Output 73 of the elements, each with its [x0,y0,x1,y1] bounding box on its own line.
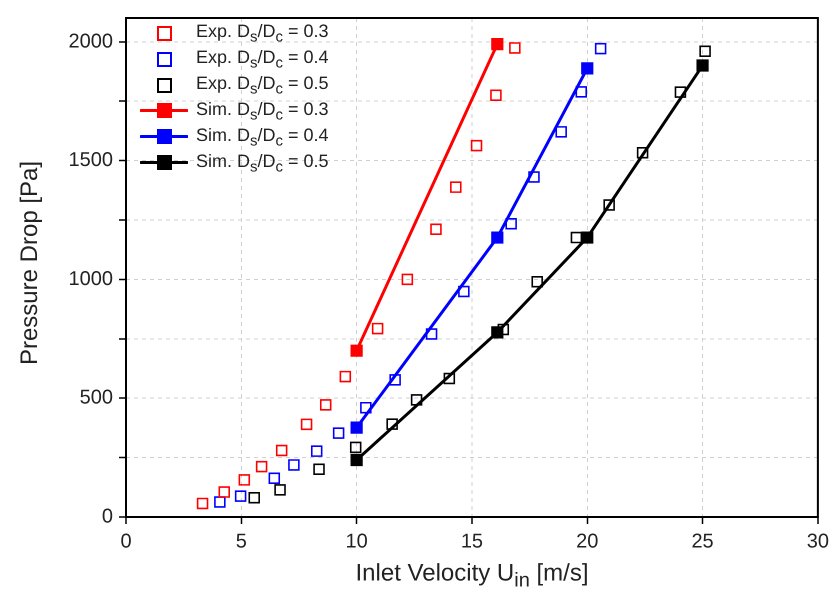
point [674,86,686,98]
point [350,422,363,434]
point [332,427,344,439]
x-tick-label: 5 [236,530,247,553]
point [256,460,268,472]
point [603,199,615,211]
point [234,490,246,502]
point [505,218,517,230]
point [531,276,543,288]
point [218,486,230,498]
point [498,324,510,336]
point [268,472,280,484]
point [310,445,322,457]
point [196,498,208,510]
point [248,492,260,504]
point [238,474,250,486]
point [274,484,286,496]
point [458,286,470,298]
point [699,46,711,58]
point [402,274,414,286]
x-tick-label: 0 [120,530,132,553]
y-tick-label: 1500 [68,149,113,172]
point [491,326,504,338]
point [313,463,325,475]
point [490,89,502,101]
x-tick-label: 20 [576,530,598,553]
point [410,394,422,406]
point [636,146,648,158]
point [214,496,226,508]
y-tick-label: 0 [102,506,113,528]
legend-label: Exp. D$_{s}$/D$_{c}$ = 0.4 [196,46,329,72]
legend-label: Sim. D$_{s}$/D$_{c}$ = 0.5 [196,150,329,176]
legend-label: Sim. D$_{s}$/D$_{c}$ = 0.4 [196,124,329,150]
point [555,126,567,138]
point [491,38,504,50]
point [444,372,456,384]
point [300,418,312,430]
point [528,171,540,183]
point [581,231,594,244]
point [450,181,462,193]
point [288,459,300,471]
legend-label: Exp. D$_{s}$/D$_{c}$ = 0.5 [196,72,329,98]
point [570,232,582,244]
point [576,86,588,98]
x-tick-label: 15 [460,530,484,553]
point [491,231,504,244]
y-tick-label: 500 [80,386,113,409]
point [350,442,362,454]
y-tick-label: 2000 [68,30,113,52]
x-tick-label: 25 [691,530,714,553]
legend-label: Sim. D$_{s}$/D$_{c}$ = 0.3 [196,98,329,124]
legend-label: Exp. D$_{s}$/D$_{c}$ = 0.3 [196,20,329,46]
point [470,140,482,152]
point [372,322,384,334]
x-axis-title: Inlet Velocity U$_{in}$ [m/s] [356,560,588,592]
point [430,223,442,235]
point [696,59,709,72]
y-axis-title: Pressure Drop [Pa] [16,160,44,365]
point [581,62,594,74]
point [594,42,606,54]
point [426,328,438,340]
point [340,370,352,382]
point [320,399,332,411]
point [350,454,363,466]
point [509,42,521,54]
x-tick-label: 30 [806,530,829,553]
x-tick-label: 10 [346,530,368,553]
point [350,344,363,357]
point [389,374,401,386]
y-tick-label: 1000 [68,268,113,290]
point [276,444,288,456]
point [360,402,372,414]
point [386,418,398,430]
